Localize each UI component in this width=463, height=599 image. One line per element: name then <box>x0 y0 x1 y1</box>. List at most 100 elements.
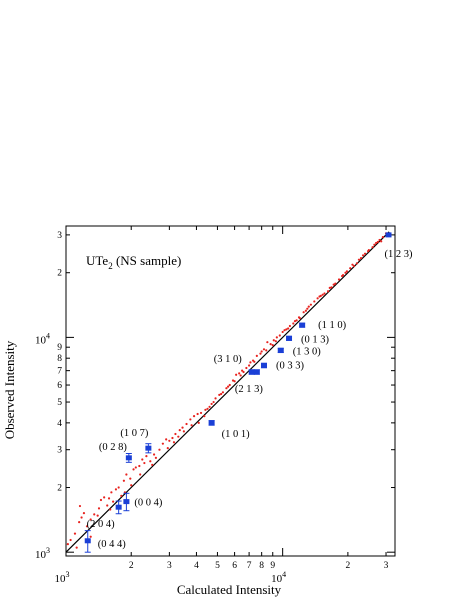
x-minor-tick-label: 7 <box>247 561 252 571</box>
background-point <box>73 532 77 535</box>
background-point <box>376 240 379 244</box>
background-point <box>297 316 301 319</box>
labeled-point <box>145 445 152 451</box>
x-minor-tick-label: 3 <box>384 561 389 571</box>
background-point <box>259 352 262 355</box>
background-point <box>373 243 376 246</box>
y-minor-tick-label: 8 <box>57 354 62 364</box>
y-minor-tick-label: 2 <box>57 484 62 494</box>
background-point <box>134 466 137 469</box>
background-point <box>355 262 358 265</box>
background-point <box>269 343 272 346</box>
peak-label: (1 0 1) <box>222 429 250 440</box>
background-point <box>247 364 251 367</box>
y-minor-tick-label: 7 <box>57 367 62 377</box>
background-point <box>196 412 199 416</box>
background-point <box>185 422 188 426</box>
background-point <box>272 339 275 342</box>
background-point <box>189 418 192 421</box>
x-minor-tick-label: 8 <box>259 561 264 571</box>
background-point <box>351 263 354 266</box>
y-major-tick-label: 104 <box>35 331 50 346</box>
background-point <box>238 372 241 375</box>
background-point <box>203 415 206 418</box>
background-point <box>182 430 185 433</box>
peak-label: (0 1 3) <box>301 334 329 345</box>
background-point <box>99 498 103 502</box>
background-point <box>245 366 248 370</box>
background-point <box>82 512 86 515</box>
background-point <box>120 494 123 497</box>
background-point <box>177 435 180 438</box>
background-point <box>255 354 258 357</box>
x-minor-tick-label: 9 <box>270 561 275 571</box>
labeled-point <box>299 322 306 328</box>
background-point <box>363 252 367 255</box>
x-minor-tick-label: 6 <box>232 561 237 571</box>
background-point <box>349 267 352 270</box>
background-point <box>208 405 211 408</box>
background-point <box>125 473 128 476</box>
y-axis-title: Observed Intensity <box>2 340 17 439</box>
background-point <box>199 411 203 415</box>
background-point <box>326 290 330 293</box>
background-point <box>130 484 133 487</box>
background-point <box>89 518 92 521</box>
background-point <box>239 374 242 377</box>
labeled-points <box>84 232 392 553</box>
background-point <box>165 438 168 441</box>
chart-title-base: UTe <box>86 253 108 268</box>
background-point <box>306 307 309 310</box>
background-point <box>93 513 96 516</box>
background-point <box>344 271 347 274</box>
background-point <box>242 370 245 374</box>
peak-label: (3 1 0) <box>214 354 242 365</box>
background-point <box>143 461 146 465</box>
background-point <box>318 295 321 298</box>
peak-label: (1 3 0) <box>293 346 321 357</box>
labeled-point <box>115 504 122 510</box>
background-point <box>210 402 213 406</box>
background-point <box>212 400 215 404</box>
background-point <box>172 441 176 444</box>
peak-labels: (1 2 3) (1 1 0) (0 1 3)(1 3 0) (0 3 3) (3 1 … <box>87 249 413 550</box>
background-point <box>89 535 92 538</box>
y-minor-tick-label: 9 <box>57 343 62 353</box>
peak-label: (0 2 8) <box>99 442 127 453</box>
peak-label: (2 0 4) <box>87 519 115 530</box>
background-point <box>197 421 200 424</box>
y-minor-tick-label: 2 <box>57 269 62 279</box>
background-point <box>181 426 184 429</box>
background-point <box>295 319 298 322</box>
background-point <box>334 282 337 285</box>
background-point <box>220 392 223 396</box>
background-point <box>225 387 228 390</box>
background-point <box>214 397 217 400</box>
background-point <box>107 497 111 500</box>
background-point <box>271 344 274 347</box>
background-point <box>78 521 81 524</box>
background-point <box>357 258 361 261</box>
labeled-point <box>277 347 284 353</box>
background-point <box>139 473 142 476</box>
background-point <box>204 408 207 411</box>
background-point <box>152 453 156 456</box>
background-point <box>151 463 154 466</box>
background-point <box>235 373 238 376</box>
background-point <box>114 488 118 491</box>
background-point <box>75 546 78 549</box>
background-point <box>145 455 148 458</box>
background-point <box>316 297 319 300</box>
peak-label: (2 1 3) <box>235 384 263 395</box>
background-point <box>278 334 281 337</box>
background-point <box>228 383 231 387</box>
background-point <box>192 415 196 418</box>
background-point <box>265 349 268 352</box>
background-point <box>359 256 363 260</box>
background-point <box>117 486 120 489</box>
background-point <box>149 460 152 463</box>
background-point <box>221 391 225 394</box>
background-point <box>340 274 344 278</box>
background-point <box>367 250 370 253</box>
